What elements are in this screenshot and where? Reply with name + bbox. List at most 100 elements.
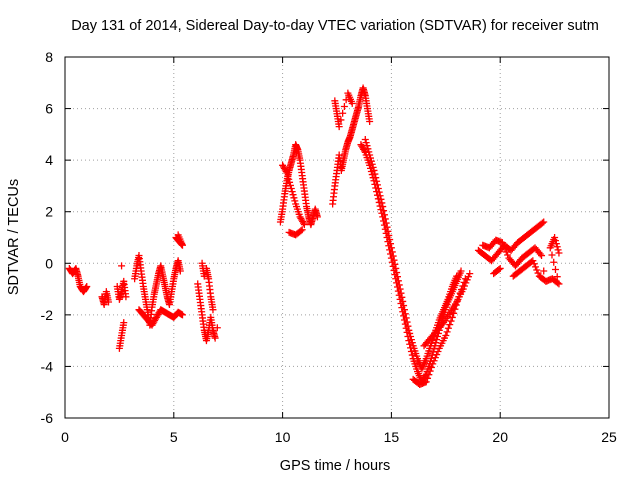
- series-arc-14: [474, 218, 563, 288]
- data-point: [400, 302, 408, 310]
- data-point: [550, 258, 558, 266]
- data-point: [401, 310, 409, 318]
- data-point: [379, 203, 387, 211]
- data-point: [433, 336, 441, 344]
- data-point: [408, 339, 416, 347]
- data-point: [504, 251, 512, 259]
- data-point: [337, 116, 345, 124]
- data-point: [298, 226, 306, 234]
- data-point: [433, 351, 441, 359]
- series-arc-3: [113, 277, 130, 303]
- data-point: [540, 218, 548, 226]
- data-point: [174, 231, 182, 239]
- data-point: [422, 378, 430, 386]
- data-point: [443, 328, 451, 336]
- data-point: [179, 311, 187, 319]
- data-point: [498, 239, 506, 247]
- data-point: [395, 281, 403, 289]
- data-point: [551, 237, 559, 245]
- data-point: [462, 279, 470, 287]
- data-point: [461, 282, 469, 290]
- data-point: [548, 251, 556, 259]
- y-tick-label: -6: [41, 410, 54, 426]
- data-point: [287, 185, 295, 193]
- data-point: [373, 181, 381, 189]
- data-point: [367, 154, 375, 162]
- data-point: [391, 260, 399, 268]
- data-point: [434, 347, 442, 355]
- data-point: [463, 276, 471, 284]
- data-point: [534, 269, 542, 277]
- data-point: [397, 289, 405, 297]
- data-point: [501, 245, 509, 253]
- data-point: [381, 215, 389, 223]
- data-point: [283, 169, 291, 177]
- series-arc-2: [98, 288, 113, 309]
- series-arc-1: [65, 264, 91, 296]
- series-arc-9: [276, 141, 321, 239]
- data-point: [367, 157, 375, 165]
- data-point: [405, 326, 413, 334]
- series-arc-13: [409, 270, 474, 388]
- data-point: [364, 145, 372, 153]
- data-point: [373, 177, 381, 185]
- data-point: [552, 240, 560, 248]
- x-tick-label: 0: [61, 429, 69, 445]
- series-arc-4: [115, 262, 128, 352]
- data-point: [371, 170, 379, 178]
- data-point: [424, 374, 432, 382]
- data-point: [446, 321, 454, 329]
- x-tick-label: 20: [492, 429, 508, 445]
- data-point: [393, 273, 401, 281]
- data-point: [531, 263, 539, 271]
- data-point: [393, 269, 401, 277]
- data-point: [377, 195, 385, 203]
- data-point: [378, 199, 386, 207]
- data-point: [399, 297, 407, 305]
- y-axis-label: SDTVAR / TECUs: [6, 179, 22, 295]
- data-point: [374, 185, 382, 193]
- data-point: [105, 298, 113, 306]
- data-point: [286, 181, 294, 189]
- data-point: [430, 357, 438, 365]
- data-point: [438, 320, 446, 328]
- data-point: [339, 109, 347, 117]
- data-point: [348, 99, 356, 107]
- data-point: [553, 273, 561, 281]
- data-point: [368, 160, 376, 168]
- series-arc-10: [329, 84, 374, 208]
- data-point: [442, 331, 450, 339]
- data-point: [530, 260, 538, 268]
- data-point: [290, 194, 298, 202]
- y-tick-label: 0: [45, 255, 53, 271]
- data-point: [383, 223, 391, 231]
- x-tick-label: 15: [384, 429, 400, 445]
- data-point: [533, 266, 541, 274]
- data-point: [313, 213, 321, 221]
- data-point: [375, 188, 383, 196]
- data-point: [370, 166, 378, 174]
- data-point: [538, 252, 546, 260]
- data-point: [403, 318, 411, 326]
- data-point: [529, 257, 537, 265]
- data-point: [211, 334, 219, 342]
- data-point: [555, 280, 563, 288]
- data-point: [500, 242, 508, 250]
- data-point: [200, 272, 208, 280]
- data-point: [502, 248, 510, 256]
- data-point: [284, 172, 292, 180]
- data-point: [402, 314, 410, 322]
- data-point: [289, 191, 297, 199]
- data-point: [389, 252, 397, 260]
- data-point: [122, 293, 130, 301]
- chart-title: Day 131 of 2014, Sidereal Day-to-day VTE…: [71, 18, 599, 34]
- data-point: [291, 197, 299, 205]
- data-point: [407, 336, 415, 344]
- y-tick-label: 4: [45, 152, 53, 168]
- y-tick-label: 2: [45, 204, 53, 220]
- data-point: [83, 282, 91, 290]
- data-point: [340, 103, 348, 111]
- data-point: [429, 360, 437, 368]
